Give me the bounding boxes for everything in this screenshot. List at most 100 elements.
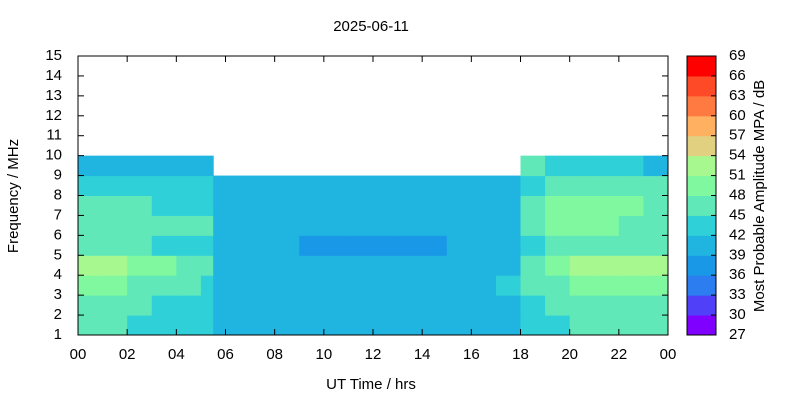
heatmap-cell	[397, 275, 448, 296]
heatmap-cell	[213, 315, 251, 336]
x-tick-label: 14	[414, 346, 431, 363]
heatmap-cell	[643, 235, 669, 256]
heatmap-cell	[213, 195, 251, 216]
y-tick-label: 11	[46, 127, 62, 144]
colorbar-swatch	[687, 75, 716, 97]
heatmap-cell	[618, 215, 644, 236]
y-tick-label: 1	[54, 326, 62, 343]
heatmap-cell	[446, 275, 497, 296]
heatmap-cell	[348, 175, 399, 196]
heatmap-cell	[78, 195, 104, 216]
y-tick-label: 15	[45, 47, 62, 64]
heatmap-cell	[176, 175, 202, 196]
heatmap-cell	[127, 255, 153, 276]
heatmap-cell	[348, 215, 399, 236]
heatmap-cell	[495, 235, 521, 256]
colorbar-tick-label: 57	[729, 127, 746, 144]
heatmap-cell	[594, 215, 620, 236]
heatmap-cell	[348, 295, 399, 316]
heatmap-cell	[643, 295, 669, 316]
heatmap-cell	[299, 255, 349, 276]
heatmap-cell	[250, 315, 300, 336]
heatmap-cell	[151, 235, 177, 256]
heatmap-cell	[569, 155, 595, 177]
heatmap-cell	[299, 315, 349, 336]
heatmap-cell	[176, 155, 202, 177]
x-tick-label: 16	[463, 346, 480, 363]
colorbar-swatch	[687, 56, 716, 77]
x-tick-label: 00	[70, 346, 87, 363]
heatmap-cell	[520, 215, 546, 236]
heatmap-cell	[176, 215, 202, 236]
heatmap-cell	[102, 235, 128, 256]
heatmap-cell	[200, 275, 214, 296]
heatmap-cell	[348, 255, 399, 276]
heatmap-cell	[200, 315, 214, 336]
heatmap-cell	[127, 215, 153, 236]
heatmap-cell	[348, 235, 399, 256]
heatmap-cell	[569, 275, 595, 296]
heatmap-cell	[594, 175, 620, 196]
heatmap-cell	[545, 275, 571, 296]
colorbar-label: Most Probable Amplitude MPA / dB	[751, 80, 768, 312]
y-tick-label: 10	[45, 147, 62, 164]
colorbar-swatch	[687, 115, 716, 137]
heatmap-cell	[127, 195, 153, 216]
colorbar-tick-label: 66	[729, 67, 746, 84]
heatmap-cell	[397, 235, 448, 256]
x-tick-label: 10	[315, 346, 332, 363]
heatmap-cell	[151, 255, 177, 276]
heatmap-cell	[446, 215, 497, 236]
colorbar-tick-label: 45	[729, 206, 746, 223]
colorbar-swatch	[687, 275, 716, 296]
heatmap-cell	[299, 235, 349, 256]
y-tick-label: 3	[54, 286, 62, 303]
y-tick-label: 9	[54, 167, 62, 184]
heatmap-cell	[250, 195, 300, 216]
heatmap-cell	[446, 255, 497, 276]
heatmap-cell	[618, 195, 644, 216]
heatmap-cell	[520, 295, 546, 316]
heatmap-cell	[200, 155, 214, 177]
x-tick-label: 12	[365, 346, 382, 363]
y-tick-label: 7	[54, 206, 62, 223]
colorbar-tick-label: 36	[729, 266, 746, 283]
x-tick-label: 20	[561, 346, 578, 363]
heatmap-cell	[151, 155, 177, 177]
heatmap-cell	[618, 295, 644, 316]
colorbar-swatch	[687, 195, 716, 216]
heatmap-cell	[102, 195, 128, 216]
heatmap-cell	[176, 195, 202, 216]
y-tick-label: 14	[45, 67, 62, 84]
heatmap-cell	[348, 315, 399, 336]
heatmap-cell	[102, 215, 128, 236]
colorbar-swatch	[687, 315, 716, 336]
heatmap-cell	[176, 315, 202, 336]
heatmap-cell	[151, 315, 177, 336]
x-tick-label: 04	[168, 346, 185, 363]
heatmap-cell	[213, 235, 251, 256]
heatmap-cell	[127, 275, 153, 296]
heatmap-cell	[545, 175, 571, 196]
heatmap-cell	[102, 295, 128, 316]
heatmap-cell	[102, 175, 128, 196]
y-axis-label: Frequency / MHz	[5, 139, 22, 253]
heatmap-cell	[495, 295, 521, 316]
heatmap-cell	[569, 175, 595, 196]
x-tick-label: 18	[512, 346, 529, 363]
colorbar-tick-label: 39	[729, 246, 746, 263]
heatmap-cell	[78, 175, 104, 196]
heatmap-cell	[151, 275, 177, 296]
heatmap-cell	[200, 195, 214, 216]
colorbar-swatch	[687, 175, 716, 196]
heatmap-cell	[151, 295, 177, 316]
colorbar-swatch	[687, 295, 716, 316]
heatmap-cell	[495, 175, 521, 196]
heatmap-cell	[545, 155, 571, 177]
heatmap-cell	[618, 255, 644, 276]
heatmap-cell	[299, 295, 349, 316]
heatmap-cell	[569, 215, 595, 236]
x-tick-label: 22	[610, 346, 627, 363]
colorbar-swatch	[687, 235, 716, 256]
heatmap-cell	[102, 155, 128, 177]
